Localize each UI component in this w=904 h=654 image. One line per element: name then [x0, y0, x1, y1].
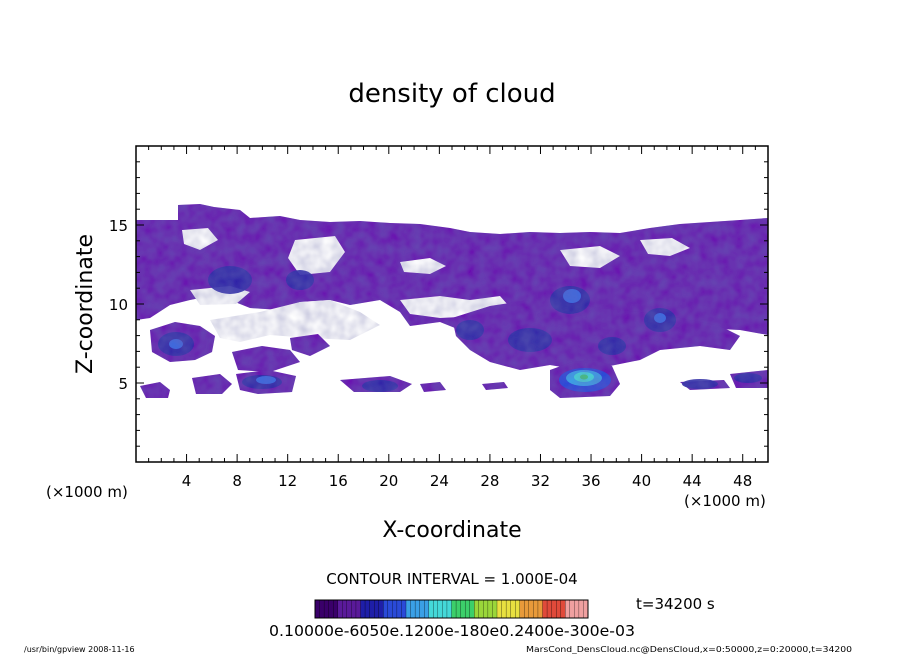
colorbar-cell — [442, 599, 448, 619]
colorbar-cell — [328, 599, 334, 619]
colorbar-cell — [401, 599, 407, 619]
colorbar-cell — [451, 599, 457, 619]
axis-ticks — [136, 146, 768, 462]
colorbar-frame — [314, 599, 589, 619]
colorbar-cell — [392, 599, 398, 619]
x-tick-label: 40 — [632, 472, 651, 490]
cloud-field — [136, 204, 768, 398]
footer-left: /usr/bin/gpview 2008-11-16 — [24, 645, 135, 654]
cloud-region-lower-strips — [140, 382, 170, 398]
x-tick-label: 20 — [379, 472, 398, 490]
dense-cloud-cell — [559, 368, 611, 392]
colorbar-cell — [528, 599, 534, 619]
x-tick-label: 28 — [480, 472, 499, 490]
colorbar-cell — [314, 599, 320, 619]
x-tick-label: 12 — [278, 472, 297, 490]
time-label: t=34200 s — [636, 595, 715, 613]
colorbar-cell — [551, 599, 557, 619]
colorbar-cell — [351, 599, 357, 619]
colorbar-cell — [378, 599, 384, 619]
colorbar-cell — [556, 599, 562, 619]
colorbar-cell — [537, 599, 543, 619]
colorbar-cell — [492, 599, 498, 619]
colorbar-cell — [414, 599, 421, 619]
colorbar-cell — [396, 599, 402, 619]
colorbar-cell — [405, 599, 411, 619]
colorbar-cell — [464, 599, 471, 619]
y-tick-label: 15 — [109, 217, 128, 235]
x-tick-label: 48 — [733, 472, 752, 490]
colorbar-cell — [505, 599, 512, 619]
colorbar — [314, 599, 589, 619]
x-tick-label: 16 — [329, 472, 348, 490]
contour-interval-text: CONTOUR INTERVAL = 1.000E-04 — [326, 570, 577, 588]
chart-title: density of cloud — [348, 79, 555, 109]
colorbar-cell — [496, 599, 502, 619]
colorbar-cell — [373, 599, 380, 619]
colorbar-cell — [483, 599, 489, 619]
colorbar-cell — [337, 599, 343, 619]
footer-right: MarsCond_DensCloud.nc@DensCloud,x=0:5000… — [526, 645, 852, 654]
x-unit-note-left: (×1000 m) — [46, 483, 128, 501]
x-tick-label: 4 — [182, 472, 192, 490]
colorbar-cell — [515, 599, 521, 619]
y-tick-label: 10 — [109, 296, 128, 314]
x-tick-label: 44 — [683, 472, 702, 490]
colorbar-cell — [455, 599, 462, 619]
colorbar-cell — [369, 599, 375, 619]
colorbar-cell — [387, 599, 393, 619]
higher-density-patches — [169, 289, 666, 384]
colorbar-cell — [319, 599, 325, 619]
colorbar-cell — [574, 599, 580, 619]
colorbar-cell — [478, 599, 484, 619]
x-tick-label: 24 — [430, 472, 449, 490]
colorbar-cell — [460, 599, 466, 619]
x-unit-note-right: (×1000 m) — [684, 492, 766, 510]
colorbar-cell — [428, 599, 434, 619]
colorbar-cell — [433, 599, 439, 619]
colorbar-cell — [578, 599, 584, 619]
colorbar-cell — [383, 599, 389, 619]
colorbar-cell — [487, 599, 493, 619]
y-tick-label: 5 — [118, 375, 128, 393]
colorbar-labels: 0.10000e-6050e.1200e-180e0.2400e-300e-03 — [269, 622, 635, 640]
colorbar-cell — [323, 599, 330, 619]
colorbar-cell — [469, 599, 475, 619]
colorbar-cell — [342, 599, 348, 619]
colorbar-cell — [355, 599, 361, 619]
colorbar-cell — [519, 599, 525, 619]
colorbar-cell — [569, 599, 575, 619]
colorbar-cell — [410, 599, 416, 619]
colorbar-cell — [364, 599, 371, 619]
colorbar-cell — [510, 599, 516, 619]
x-axis-label: X-coordinate — [382, 518, 521, 543]
colorbar-cell — [474, 599, 480, 619]
colorbar-cell — [446, 599, 452, 619]
x-tick-label: 32 — [531, 472, 550, 490]
colorbar-cell — [360, 599, 366, 619]
colorbar-cell — [533, 599, 539, 619]
colorbar-cell — [565, 599, 571, 619]
colorbar-cell — [419, 599, 425, 619]
colorbar-cell — [333, 599, 339, 619]
colorbar-cell — [346, 599, 352, 619]
colorbar-cell — [501, 599, 507, 619]
colorbar-cell — [437, 599, 443, 619]
y-axis-label: Z-coordinate — [73, 234, 98, 374]
colorbar-cell — [546, 599, 553, 619]
colorbar-cell — [542, 599, 548, 619]
x-tick-label: 8 — [232, 472, 242, 490]
x-tick-label: 36 — [581, 472, 600, 490]
colorbar-cell — [560, 599, 566, 619]
colorbar-cell — [524, 599, 530, 619]
colorbar-cell — [424, 599, 430, 619]
